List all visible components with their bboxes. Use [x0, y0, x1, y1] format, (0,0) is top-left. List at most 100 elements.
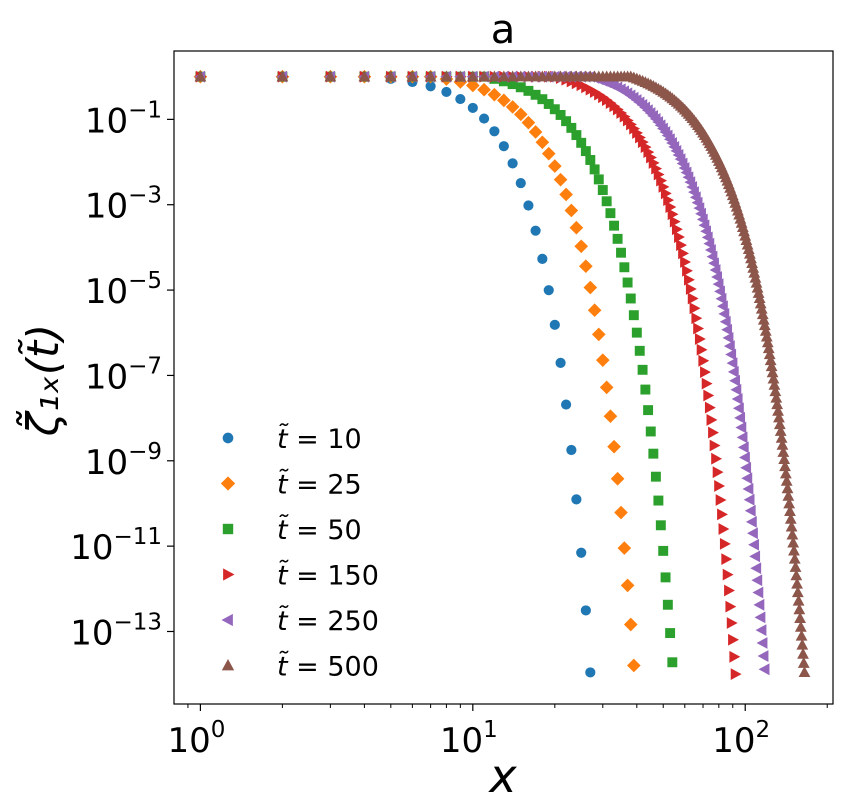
data-point: [593, 174, 604, 185]
data-point: [597, 185, 608, 195]
data-point: [543, 285, 554, 296]
chart-title: a: [491, 7, 516, 53]
data-point: [753, 292, 766, 304]
data-point: [645, 426, 656, 437]
data-point: [612, 233, 623, 244]
data-point: [665, 628, 676, 639]
data-point: [798, 666, 811, 678]
data-point: [796, 638, 809, 650]
data-point: [753, 598, 765, 611]
data-point: [561, 399, 572, 410]
data-point: [579, 259, 593, 274]
data-point: [660, 572, 671, 583]
data-point: [728, 633, 739, 646]
data-point: [730, 383, 742, 396]
data-point: [589, 164, 600, 175]
data-point: [662, 599, 673, 610]
data-point: [515, 178, 526, 189]
data-point: [764, 354, 777, 366]
legend-item: t̃ = 50: [222, 514, 362, 546]
data-point: [711, 452, 723, 465]
legend-marker: [221, 659, 235, 671]
data-point: [718, 308, 730, 320]
data-point: [561, 116, 572, 127]
data-point: [698, 354, 710, 367]
data-point: [658, 545, 669, 556]
data-point: [778, 453, 791, 464]
data-point: [194, 70, 207, 82]
data-point: [794, 620, 807, 632]
y-tick-label: 10−5: [85, 268, 162, 312]
data-point: [497, 93, 511, 108]
data-point: [640, 384, 651, 395]
legend-marker: [220, 476, 236, 491]
data-point: [779, 460, 791, 472]
legend-label: t̃ = 10: [277, 423, 362, 455]
data-point: [523, 200, 534, 211]
data-point: [487, 87, 502, 102]
data-point: [655, 520, 666, 531]
data-point: [762, 342, 775, 354]
data-point: [725, 600, 737, 613]
data-point: [769, 385, 782, 397]
data-point: [771, 398, 784, 410]
legend-marker: [221, 613, 233, 627]
data-point: [734, 411, 746, 424]
data-point: [748, 266, 761, 278]
data-point: [761, 336, 774, 348]
data-point: [787, 536, 800, 548]
data-point: [723, 340, 735, 352]
data-point: [726, 357, 738, 369]
data-point: [755, 624, 767, 636]
data-point: [497, 70, 510, 82]
data-point: [768, 378, 781, 390]
data-point: [759, 324, 772, 336]
data-point: [566, 122, 577, 133]
data-point: [640, 141, 652, 153]
data-point: [729, 650, 741, 663]
data-point: [726, 617, 738, 629]
data-point: [785, 520, 798, 532]
data-point: [622, 277, 633, 288]
data-point: [574, 239, 589, 254]
data-point: [505, 100, 520, 114]
legend-marker: [222, 523, 234, 535]
data-point: [758, 319, 771, 331]
data-point: [541, 146, 556, 161]
plot-frame: [173, 50, 834, 705]
data-point: [745, 516, 757, 528]
data-point: [760, 330, 773, 342]
data-point: [453, 75, 468, 89]
data-point: [773, 411, 785, 423]
legend-item: t̃ = 250: [221, 605, 379, 637]
data-point: [735, 421, 747, 434]
legend-item: t̃ = 150: [223, 560, 379, 592]
data-point: [766, 366, 779, 378]
data-point: [569, 220, 584, 235]
data-point: [543, 99, 554, 109]
data-point: [719, 315, 731, 328]
data-point: [731, 393, 743, 405]
data-point: [741, 472, 753, 485]
y-axis-label: ζ̃₁ₓ(t̃): [15, 324, 69, 438]
data-point: [788, 552, 801, 564]
data-point: [744, 504, 756, 517]
data-point: [571, 130, 582, 141]
data-point: [721, 323, 733, 336]
data-point: [614, 505, 628, 520]
data-point: [703, 389, 715, 402]
legend-item: t̃ = 25: [220, 469, 362, 501]
data-point: [537, 94, 548, 105]
data-point: [782, 489, 795, 501]
data-point: [756, 308, 769, 320]
data-point: [564, 203, 579, 218]
data-point: [324, 70, 337, 82]
data-point: [682, 264, 693, 277]
plot-area: [193, 69, 811, 681]
data-points: [193, 69, 811, 681]
data-point: [779, 467, 792, 479]
data-point: [772, 404, 784, 416]
data-point: [488, 70, 501, 82]
data-point: [717, 508, 728, 521]
data-point: [754, 611, 766, 624]
